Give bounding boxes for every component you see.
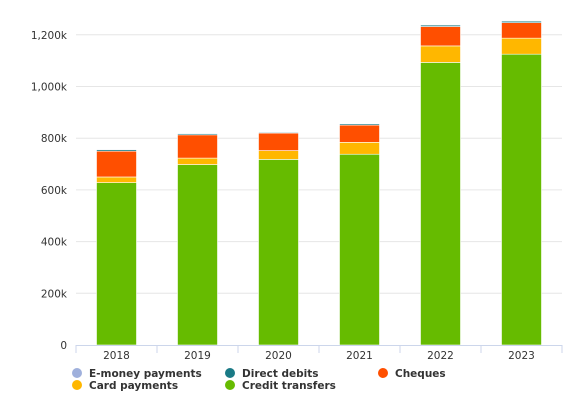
x-axis <box>75 345 563 353</box>
bar-segment-cheques-2023[interactable] <box>501 22 542 39</box>
legend-label: E-money payments <box>89 368 202 380</box>
bar-segment-card-payments-2018[interactable] <box>96 176 137 183</box>
legend-item-direct-debits[interactable]: Direct debits <box>225 368 319 380</box>
bar-segment-credit-transfers-2022[interactable] <box>420 62 461 346</box>
bar-segment-card-payments-2019[interactable] <box>177 157 218 165</box>
legend-item-card-payments[interactable]: Card payments <box>72 380 178 392</box>
bar-segment-card-payments-2020[interactable] <box>258 150 299 160</box>
x-tick-label: 2021 <box>346 350 373 362</box>
legend-marker <box>378 368 388 378</box>
bar-segment-cheques-2018[interactable] <box>96 150 137 178</box>
bar-stack-2019[interactable] <box>177 132 218 346</box>
y-tick-label: 1,200k <box>31 30 68 42</box>
bar-stack-2018[interactable] <box>96 149 137 346</box>
x-axis-labels: 2018 2019 2020 2021 2022 2023 <box>103 350 535 362</box>
bar-segment-card-payments-2023[interactable] <box>501 37 542 55</box>
bars <box>96 20 542 346</box>
bar-segment-cheques-2022[interactable] <box>420 26 461 47</box>
bar-segment-credit-transfers-2018[interactable] <box>96 182 137 346</box>
x-tick-label: 2020 <box>265 350 292 362</box>
x-tick-label: 2022 <box>427 350 454 362</box>
x-tick-label: 2023 <box>508 350 535 362</box>
x-tick-label: 2018 <box>103 350 130 362</box>
y-tick-label: 0 <box>60 340 67 352</box>
legend[interactable]: E-money payments Direct debits Cheques Card… <box>72 368 446 392</box>
legend-marker <box>225 368 235 378</box>
legend-item-cheques[interactable]: Cheques <box>378 368 446 380</box>
y-tick-label: 400k <box>41 237 68 249</box>
y-tick-label: 600k <box>41 185 68 197</box>
x-tick-label: 2019 <box>184 350 211 362</box>
bar-segment-credit-transfers-2019[interactable] <box>177 164 218 346</box>
bar-segment-credit-transfers-2020[interactable] <box>258 159 299 346</box>
bar-stack-2022[interactable] <box>420 24 461 346</box>
bar-segment-cheques-2019[interactable] <box>177 134 218 159</box>
legend-label: Credit transfers <box>242 380 336 392</box>
bar-stack-2021[interactable] <box>339 123 380 346</box>
bar-segment-credit-transfers-2023[interactable] <box>501 53 542 346</box>
bar-stack-2020[interactable] <box>258 131 299 346</box>
y-axis-labels: 0 200k 400k 600k 800k 1,000k 1,200k <box>31 30 68 352</box>
legend-item-e-money-payments[interactable]: E-money payments <box>72 368 202 380</box>
bar-segment-credit-transfers-2021[interactable] <box>339 153 380 346</box>
legend-marker <box>225 380 235 390</box>
y-tick-label: 200k <box>41 288 68 300</box>
y-tick-label: 1,000k <box>31 82 68 94</box>
bar-segment-cheques-2021[interactable] <box>339 124 380 143</box>
legend-marker <box>72 380 82 390</box>
bar-segment-card-payments-2022[interactable] <box>420 45 461 63</box>
legend-item-credit-transfers[interactable]: Credit transfers <box>225 380 336 392</box>
bar-segment-cheques-2020[interactable] <box>258 132 299 151</box>
bar-segment-card-payments-2021[interactable] <box>339 142 380 155</box>
y-tick-label: 800k <box>41 133 68 145</box>
legend-marker <box>72 368 82 378</box>
legend-label: Cheques <box>395 368 446 380</box>
bar-stack-2023[interactable] <box>501 20 542 346</box>
legend-label: Card payments <box>89 380 178 392</box>
legend-label: Direct debits <box>242 368 319 380</box>
gridlines <box>76 34 562 294</box>
